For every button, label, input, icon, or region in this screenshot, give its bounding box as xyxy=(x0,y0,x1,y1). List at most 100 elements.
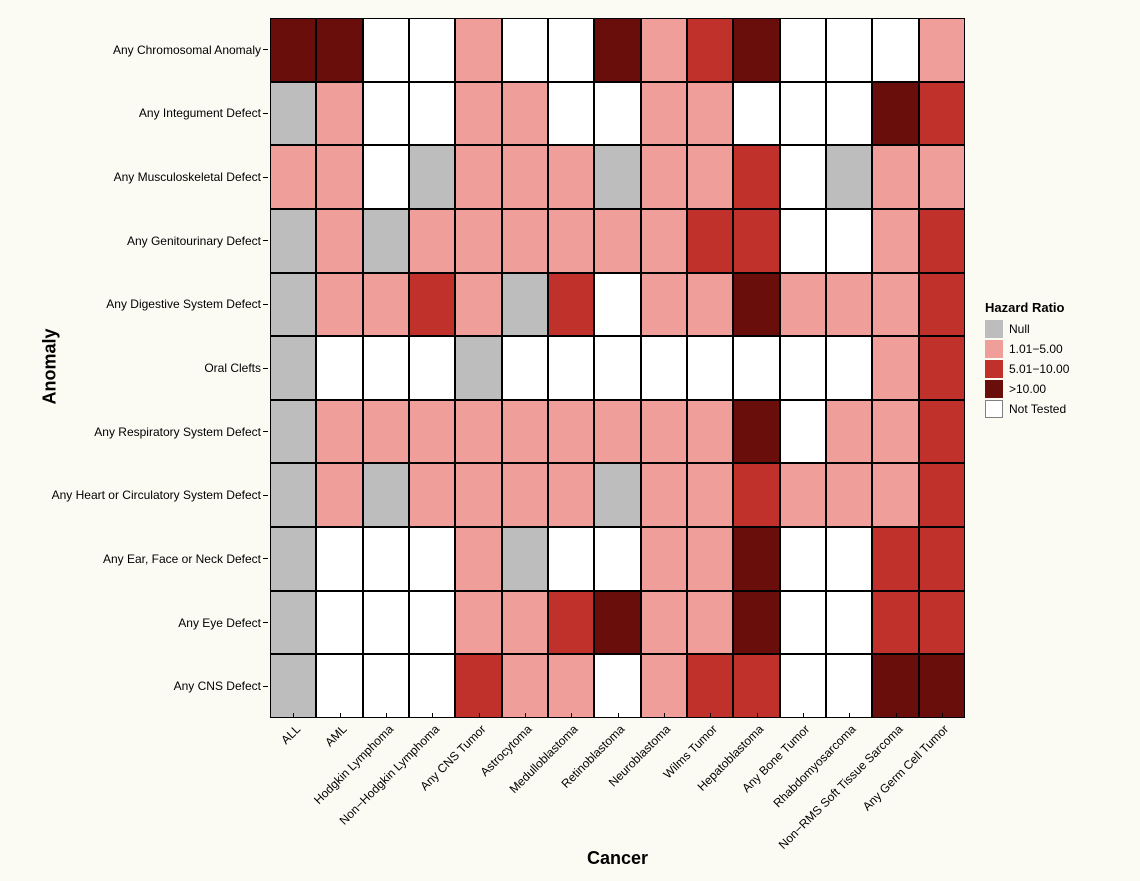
heatmap-cell xyxy=(826,463,872,527)
tick-mark xyxy=(942,713,943,718)
y-tick: Any Integument Defect xyxy=(0,105,268,121)
heatmap-cell xyxy=(733,527,779,591)
heatmap-cell xyxy=(316,18,362,82)
heatmap-cell xyxy=(919,400,965,464)
y-tick-label: Any CNS Defect xyxy=(174,679,261,693)
tick-mark xyxy=(525,713,526,718)
y-tick: Any Heart or Circulatory System Defect xyxy=(0,487,268,503)
heatmap-cell xyxy=(455,145,501,209)
heatmap-cell xyxy=(780,336,826,400)
tick-mark xyxy=(263,368,268,369)
heatmap-cell xyxy=(409,336,455,400)
heatmap-cell xyxy=(687,209,733,273)
heatmap-cell xyxy=(594,336,640,400)
heatmap-cell xyxy=(641,336,687,400)
heatmap-cell xyxy=(594,18,640,82)
tick-mark xyxy=(263,558,268,559)
heatmap-cell xyxy=(270,336,316,400)
heatmap-cell xyxy=(502,145,548,209)
heatmap-cell xyxy=(502,336,548,400)
tick-mark xyxy=(803,713,804,718)
heatmap-cell xyxy=(872,463,918,527)
legend-label: Not Tested xyxy=(1009,402,1066,416)
heatmap-cell xyxy=(455,591,501,655)
heatmap-cell xyxy=(270,463,316,527)
tick-mark xyxy=(263,686,268,687)
heatmap-cell xyxy=(826,209,872,273)
heatmap-cell xyxy=(270,145,316,209)
legend-title: Hazard Ratio xyxy=(985,300,1069,315)
heatmap-cell xyxy=(363,209,409,273)
legend-swatch xyxy=(985,320,1003,338)
heatmap-cell xyxy=(548,527,594,591)
heatmap-cell xyxy=(455,654,501,718)
heatmap-cell xyxy=(733,273,779,337)
heatmap-cell xyxy=(687,654,733,718)
heatmap-cell xyxy=(919,209,965,273)
heatmap-cell xyxy=(455,18,501,82)
y-tick-label: Any Musculoskeletal Defect xyxy=(114,170,261,184)
tick-mark xyxy=(664,713,665,718)
tick-mark xyxy=(263,495,268,496)
heatmap-cell xyxy=(409,591,455,655)
heatmap-cell xyxy=(919,591,965,655)
y-tick-label: Any Chromosomal Anomaly xyxy=(113,43,261,57)
heatmap-cell xyxy=(548,18,594,82)
heatmap-cell xyxy=(641,209,687,273)
tick-mark xyxy=(710,713,711,718)
heatmap-cell xyxy=(409,527,455,591)
y-tick: Any CNS Defect xyxy=(0,678,268,694)
heatmap-cell xyxy=(455,400,501,464)
tick-mark xyxy=(479,713,480,718)
heatmap-cell xyxy=(780,273,826,337)
y-axis-title: Anomaly xyxy=(40,307,61,427)
figure: Any Chromosomal Anomaly Any Integument De… xyxy=(0,0,1140,881)
heatmap-cell xyxy=(687,18,733,82)
heatmap-cell xyxy=(872,145,918,209)
heatmap-row xyxy=(270,18,965,82)
heatmap-cell xyxy=(409,209,455,273)
heatmap-cell xyxy=(455,527,501,591)
heatmap-cell xyxy=(919,336,965,400)
x-tick-label: Hodgkin Lymphoma xyxy=(311,722,396,807)
y-tick: Any Ear, Face or Neck Defect xyxy=(0,551,268,567)
heatmap-cell xyxy=(594,273,640,337)
heatmap-cell xyxy=(455,463,501,527)
heatmap-cell xyxy=(687,400,733,464)
heatmap-cell xyxy=(594,209,640,273)
y-tick-label: Any Integument Defect xyxy=(139,106,261,120)
y-tick-label: Any Ear, Face or Neck Defect xyxy=(103,552,261,566)
legend-swatch xyxy=(985,380,1003,398)
heatmap-cell xyxy=(687,145,733,209)
legend-label: Null xyxy=(1009,322,1030,336)
heatmap-cell xyxy=(316,273,362,337)
heatmap-plot xyxy=(270,18,965,718)
legend-item: Null xyxy=(985,319,1069,339)
heatmap-cell xyxy=(641,82,687,146)
heatmap-cell xyxy=(641,18,687,82)
heatmap-cell xyxy=(641,463,687,527)
heatmap-cell xyxy=(316,209,362,273)
heatmap-cell xyxy=(409,18,455,82)
heatmap-row xyxy=(270,654,965,718)
heatmap-cell xyxy=(502,273,548,337)
heatmap-cell xyxy=(780,209,826,273)
heatmap-cell xyxy=(502,654,548,718)
heatmap-cell xyxy=(270,209,316,273)
heatmap-cell xyxy=(641,654,687,718)
heatmap-cell xyxy=(919,145,965,209)
heatmap-row xyxy=(270,209,965,273)
heatmap-cell xyxy=(872,18,918,82)
heatmap-cell xyxy=(316,82,362,146)
heatmap-cell xyxy=(687,463,733,527)
heatmap-row xyxy=(270,463,965,527)
heatmap-cell xyxy=(502,463,548,527)
heatmap-cell xyxy=(687,591,733,655)
y-tick: Any Eye Defect xyxy=(0,615,268,631)
heatmap-cell xyxy=(594,527,640,591)
tick-mark xyxy=(263,304,268,305)
heatmap-cell xyxy=(641,145,687,209)
heatmap-cell xyxy=(641,400,687,464)
heatmap-cell xyxy=(780,463,826,527)
tick-mark xyxy=(263,240,268,241)
